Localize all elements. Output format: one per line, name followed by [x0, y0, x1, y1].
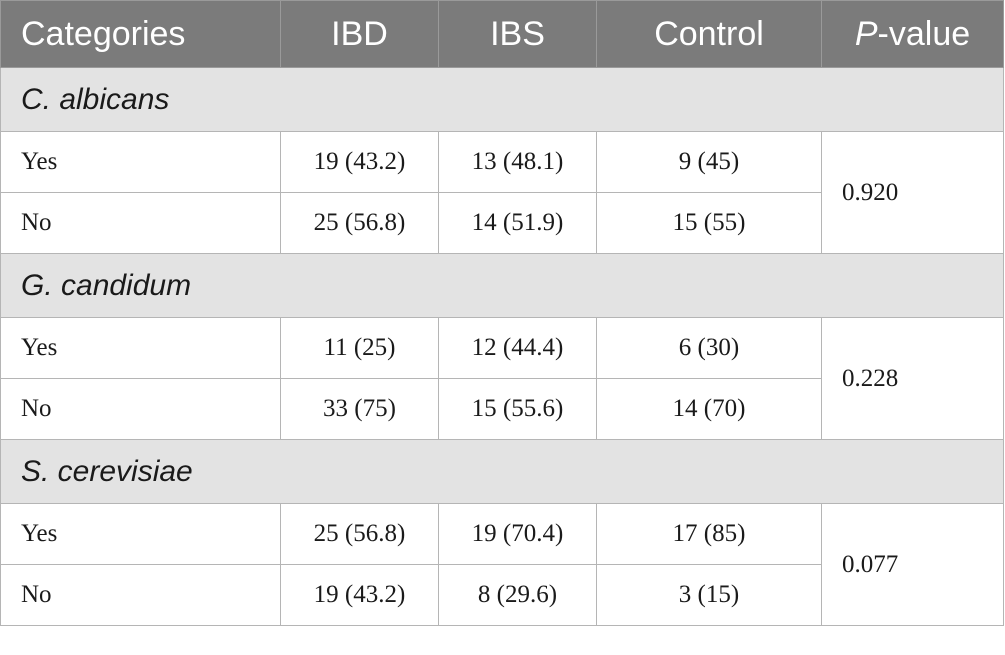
cell-ibd: 19 (43.2) [280, 131, 439, 193]
group-row-g-candidum: G. candidum [0, 253, 1004, 318]
cell-ibd: 25 (56.8) [280, 503, 439, 565]
cell-control: 9 (45) [596, 131, 822, 193]
cell-p-value: 0.077 [821, 503, 1004, 626]
cell-control: 14 (70) [596, 378, 822, 440]
results-table: Categories IBD IBS Control P-value C. al… [0, 0, 1004, 626]
group-name: S. cerevisiae [0, 439, 1004, 504]
row-label: No [0, 564, 281, 626]
header-categories: Categories [0, 0, 281, 68]
table-row: No 19 (43.2) 8 (29.6) 3 (15) [0, 564, 1004, 626]
cell-ibs: 8 (29.6) [438, 564, 597, 626]
table-row: No 33 (75) 15 (55.6) 14 (70) [0, 378, 1004, 440]
group-row-s-cerevisiae: S. cerevisiae [0, 439, 1004, 504]
row-label: Yes [0, 503, 281, 565]
cell-control: 17 (85) [596, 503, 822, 565]
cell-ibd: 33 (75) [280, 378, 439, 440]
row-label: No [0, 378, 281, 440]
header-p-italic: P [854, 14, 878, 53]
header-ibs: IBS [438, 0, 597, 68]
cell-ibd: 19 (43.2) [280, 564, 439, 626]
header-p-value: P-value [821, 0, 1004, 68]
header-ibd: IBD [280, 0, 439, 68]
cell-control: 3 (15) [596, 564, 822, 626]
header-p-rest: -value [877, 14, 971, 53]
header-row: Categories IBD IBS Control P-value [0, 0, 1004, 68]
cell-ibd: 25 (56.8) [280, 192, 439, 254]
cell-ibd: 11 (25) [280, 317, 439, 379]
cell-p-value: 0.920 [821, 131, 1004, 254]
row-label: No [0, 192, 281, 254]
group-name: G. candidum [0, 253, 1004, 318]
cell-control: 6 (30) [596, 317, 822, 379]
table-row: Yes 11 (25) 12 (44.4) 6 (30) 0.228 [0, 317, 1004, 440]
cell-ibs: 15 (55.6) [438, 378, 597, 440]
group-row-c-albicans: C. albicans [0, 67, 1004, 132]
header-control: Control [596, 0, 822, 68]
row-label: Yes [0, 131, 281, 193]
cell-ibs: 13 (48.1) [438, 131, 597, 193]
table-row: Yes 19 (43.2) 13 (48.1) 9 (45) 0.920 [0, 131, 1004, 254]
table-row: Yes 25 (56.8) 19 (70.4) 17 (85) 0.077 [0, 503, 1004, 626]
row-label: Yes [0, 317, 281, 379]
cell-control: 15 (55) [596, 192, 822, 254]
group-name: C. albicans [0, 67, 1004, 132]
cell-ibs: 19 (70.4) [438, 503, 597, 565]
cell-p-value: 0.228 [821, 317, 1004, 440]
cell-ibs: 12 (44.4) [438, 317, 597, 379]
cell-ibs: 14 (51.9) [438, 192, 597, 254]
